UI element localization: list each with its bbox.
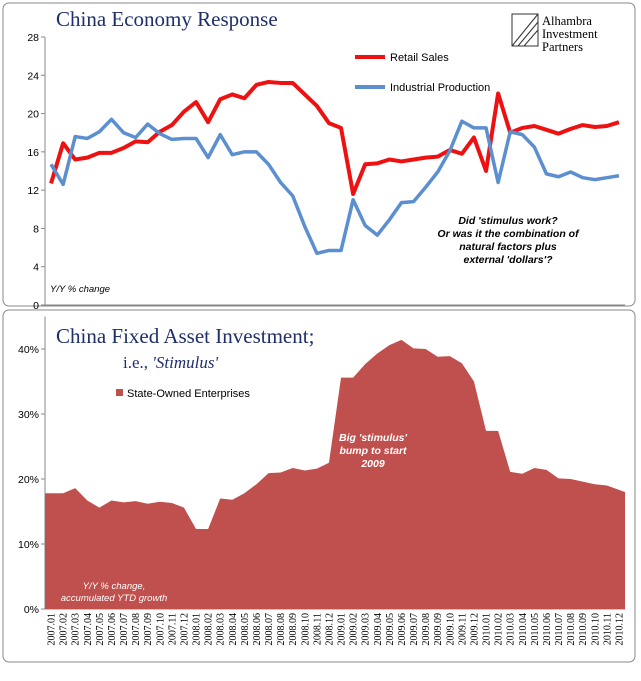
y-tick-label: 20% [18, 474, 39, 486]
x-tick-label: 2009.12 [469, 613, 480, 646]
series-line [49, 117, 620, 256]
x-tick-label: 2009.04 [373, 613, 384, 646]
x-tick-label: 2008.12 [324, 613, 335, 646]
logo-icon [511, 13, 539, 47]
legend-label: Industrial Production [390, 82, 490, 94]
annotation: 2009 [360, 458, 385, 470]
x-tick-label: 2008.01 [192, 613, 203, 646]
y-label: Y/Y % change, [83, 581, 146, 592]
x-tick-label: 2008.04 [228, 613, 239, 646]
x-tick-label: 2007.06 [107, 613, 118, 646]
x-tick-label: 2010.11 [602, 613, 613, 645]
x-tick-label: 2007.07 [119, 613, 130, 646]
y-tick-label: 10% [18, 539, 39, 551]
x-tick-label: 2010.08 [566, 613, 577, 646]
x-tick-label: 2010.04 [518, 613, 529, 646]
x-tick-label: 2010.05 [530, 613, 541, 646]
x-tick-label: 2010.07 [554, 613, 565, 646]
y-tick-label: 4 [33, 262, 39, 274]
x-tick-label: 2007.08 [131, 613, 142, 646]
chart-title: China Economy Response [56, 7, 278, 31]
x-tick-label: 2009.08 [421, 613, 432, 646]
x-tick-label: 2009.01 [337, 613, 348, 646]
chart-subtitle: i.e., 'Stimulus' [123, 353, 218, 372]
x-tick-label: 2008.05 [240, 613, 251, 646]
y-label: Y/Y % change [50, 284, 110, 295]
x-tick-label: 2009.09 [433, 613, 444, 646]
x-tick-label: 2007.09 [143, 613, 154, 646]
legend-swatch [116, 389, 123, 396]
x-tick-label: 2008.07 [264, 613, 275, 646]
series-line [49, 79, 620, 196]
y-tick-label: 16 [27, 147, 39, 159]
x-tick-label: 2010.12 [614, 613, 625, 646]
y-tick-label: 30% [18, 409, 39, 421]
annotation: bump to start [339, 445, 407, 457]
logo-text: Partners [542, 40, 583, 54]
y-tick-label: 40% [18, 344, 39, 356]
x-tick-label: 2009.05 [385, 613, 396, 646]
x-tick-label: 2010.01 [482, 613, 493, 646]
annotation: external 'dollars'? [463, 254, 553, 266]
x-tick-label: 2009.03 [361, 613, 372, 646]
x-tick-label: 2007.12 [179, 613, 190, 646]
y-tick-label: 0% [24, 604, 39, 616]
x-tick-label: 2007.11 [167, 613, 178, 645]
x-tick-label: 2010.03 [506, 613, 517, 646]
chart-title: China Fixed Asset Investment; [56, 324, 314, 348]
top-panel [2, 2, 636, 307]
x-tick-label: 2010.02 [494, 613, 505, 646]
y-tick-label: 20 [27, 109, 39, 121]
x-tick-label: 2008.02 [204, 613, 215, 646]
x-tick-label: 2010.09 [578, 613, 589, 646]
y-label: accumulated YTD growth [61, 593, 168, 604]
annotation: natural factors plus [459, 241, 557, 253]
subtitle-part: i.e., [123, 353, 148, 372]
x-tick-label: 2007.04 [83, 613, 94, 646]
annotation: Or was it the combination of [437, 228, 580, 240]
x-tick-label: 2007.05 [95, 613, 106, 646]
x-tick-label: 2009.07 [409, 613, 420, 646]
x-tick-label: 2008.06 [252, 613, 263, 646]
legend-label: State-Owned Enterprises [127, 388, 250, 400]
y-tick-label: 12 [27, 185, 39, 197]
annotation: Big 'stimulus' [339, 432, 408, 444]
logo-stripes [511, 13, 539, 47]
annotation: Did 'stimulus work? [458, 215, 558, 227]
logo-text: Alhambra [542, 14, 592, 28]
x-tick-label: 2007.02 [59, 613, 70, 646]
legend-label: Retail Sales [390, 52, 449, 64]
x-tick-label: 2008.10 [300, 613, 311, 646]
x-tick-label: 2010.06 [542, 613, 553, 646]
x-tick-label: 2008.09 [288, 613, 299, 646]
x-tick-label: 2007.10 [155, 613, 166, 646]
x-tick-label: 2007.03 [71, 613, 82, 646]
x-tick-label: 2009.02 [349, 613, 360, 646]
subtitle-part: 'Stimulus' [152, 353, 218, 372]
y-tick-label: 24 [27, 70, 39, 82]
x-tick-label: 2010.10 [590, 613, 601, 646]
x-tick-label: 2008.11 [312, 613, 323, 645]
logo-text: Investment [542, 27, 598, 41]
x-tick-label: 2007.01 [47, 613, 58, 646]
bottom-panel [2, 309, 636, 663]
y-tick-label: 0 [33, 300, 39, 312]
x-tick-label: 2009.11 [457, 613, 468, 645]
x-tick-label: 2009.10 [445, 613, 456, 646]
x-tick-label: 2009.06 [397, 613, 408, 646]
series-area [45, 339, 625, 609]
x-tick-label: 2008.08 [276, 613, 287, 646]
logo: Alhambra Investment Partners [511, 13, 598, 54]
x-tick-label: 2008.03 [216, 613, 227, 646]
y-tick-label: 28 [27, 32, 39, 44]
y-tick-label: 8 [33, 223, 39, 235]
